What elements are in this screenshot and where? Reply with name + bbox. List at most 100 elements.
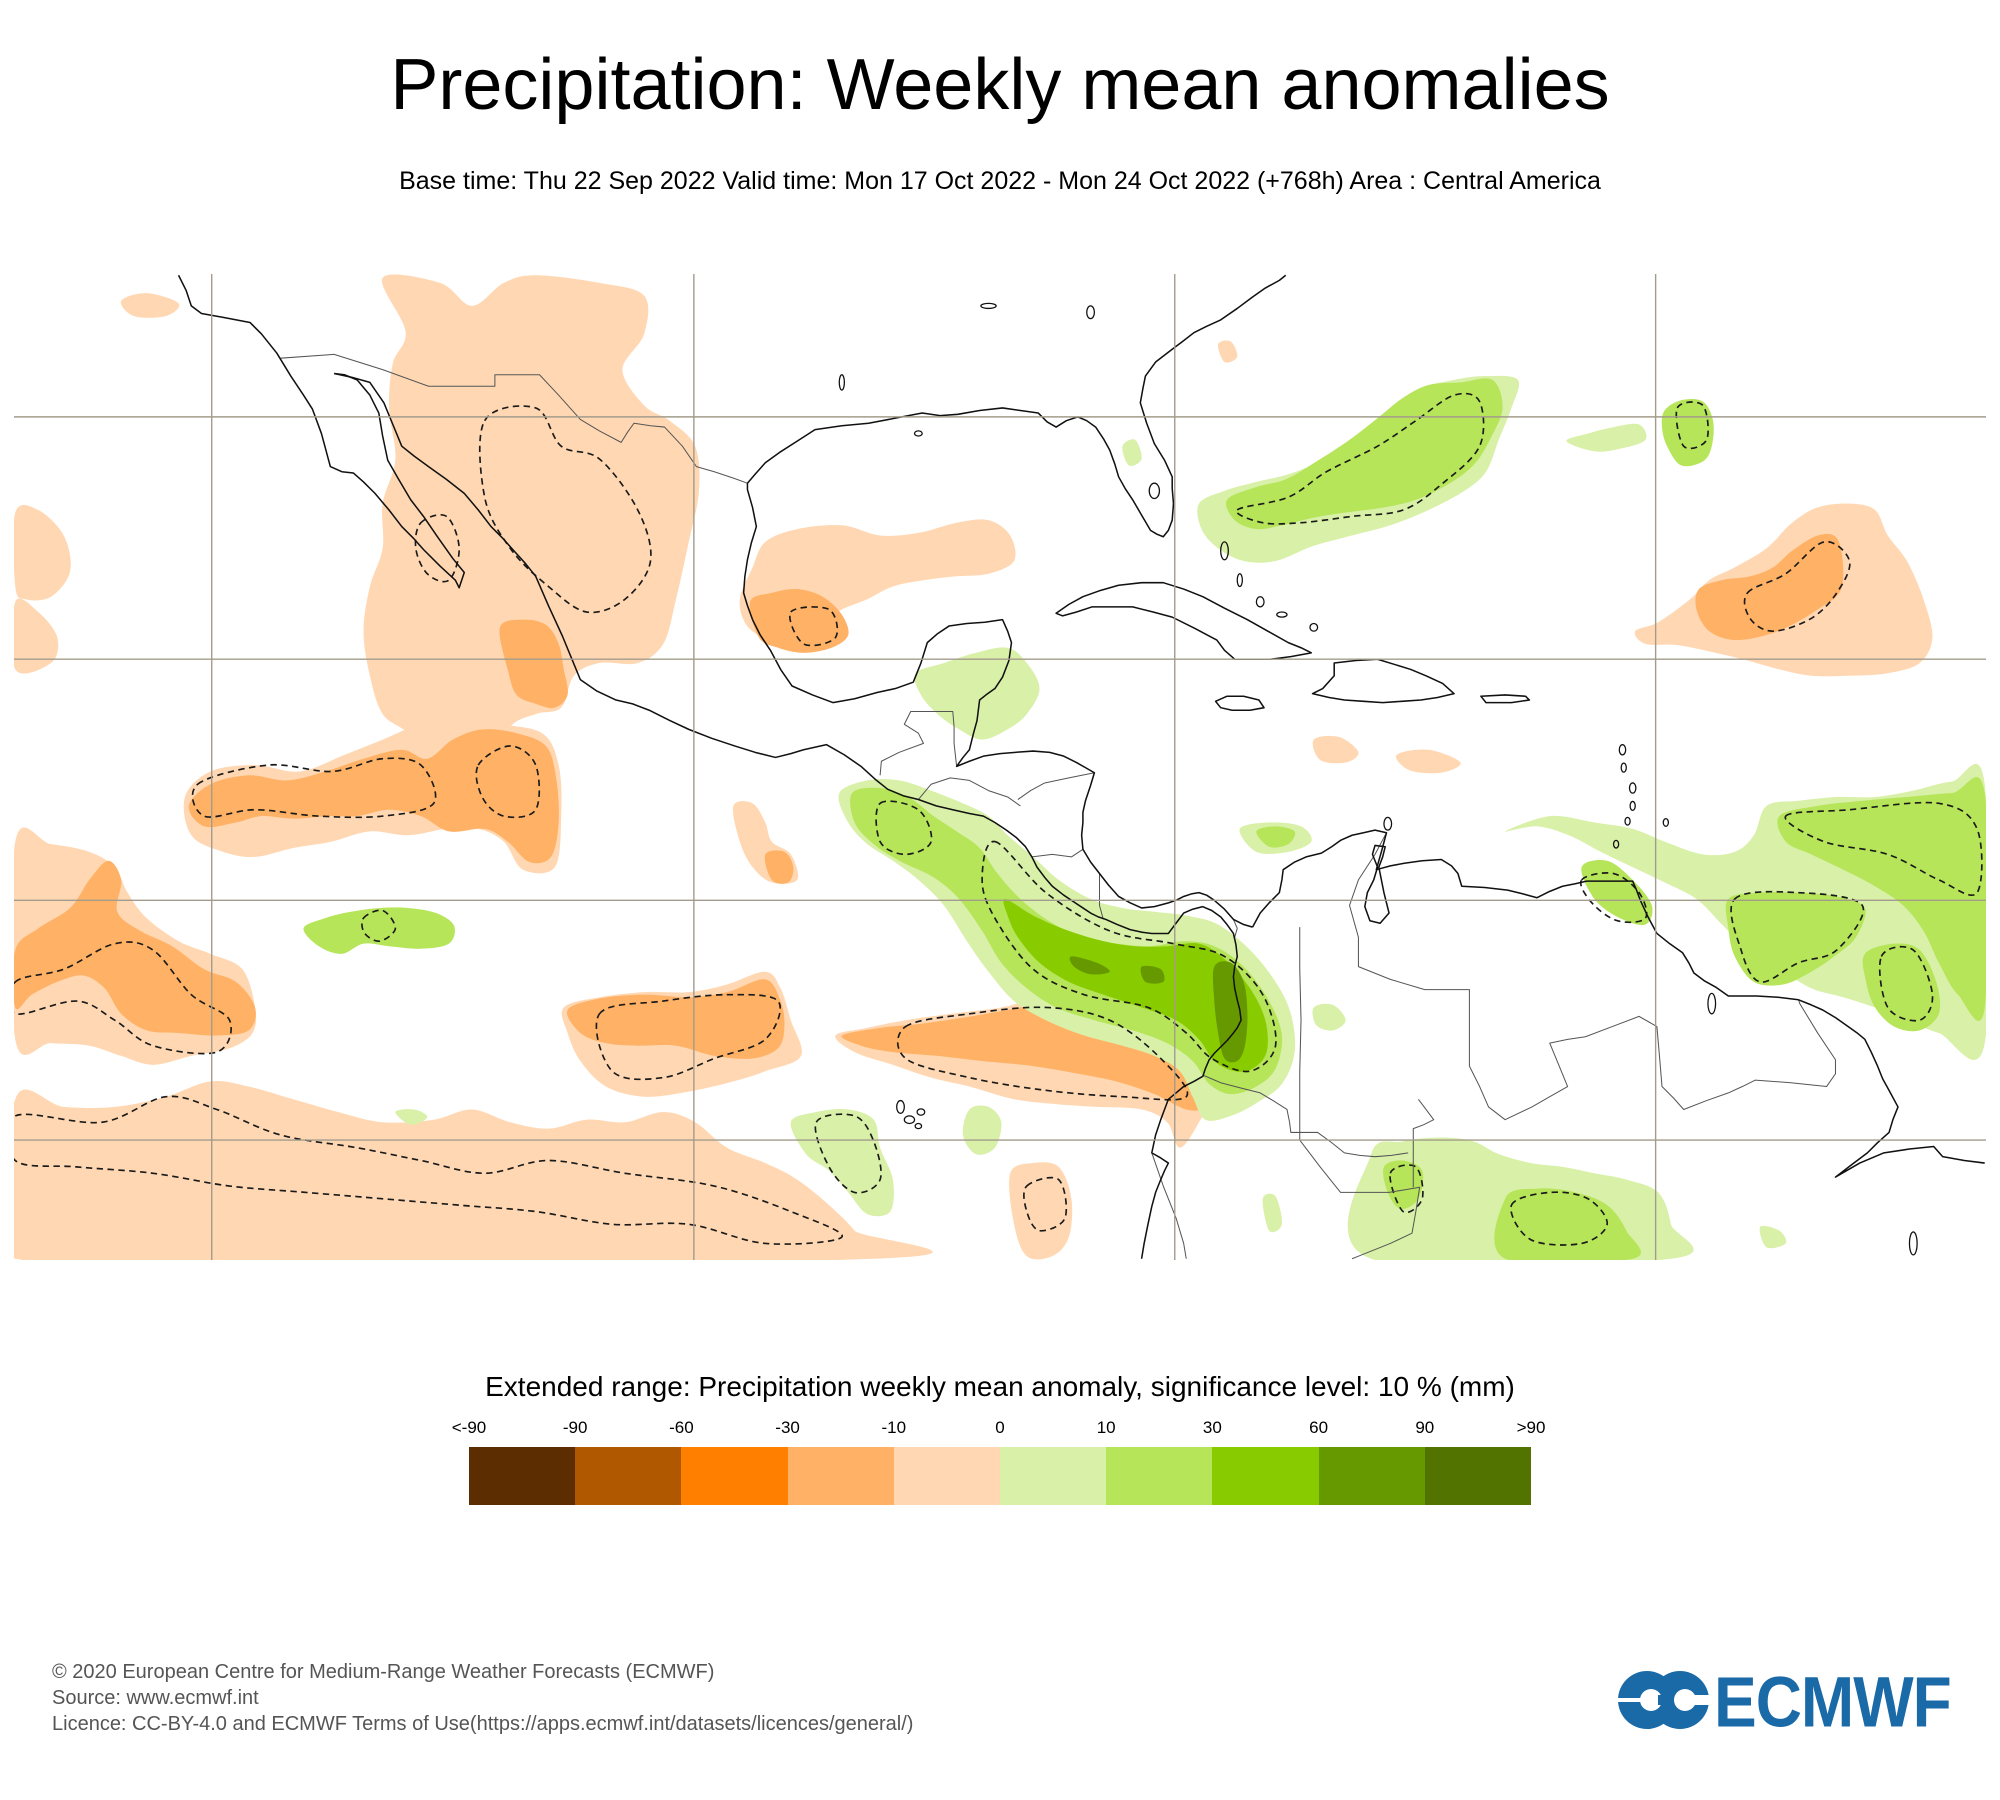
island: [1612, 839, 1620, 849]
anomaly-area: [1759, 1225, 1787, 1249]
anomaly-area: [1581, 859, 1653, 926]
anomaly-area: [790, 1109, 894, 1217]
coastline-puerto-rico: [1480, 694, 1531, 704]
island: [903, 1115, 916, 1125]
country-border: [1299, 1139, 1421, 1260]
anomaly-layer-60-to-90: [1069, 956, 1248, 1063]
anomaly-area: [1566, 423, 1647, 452]
anomaly-area: [1862, 943, 1941, 1032]
country-border: [879, 711, 958, 776]
anomaly-area: [14, 860, 256, 1036]
coastline-baja-california: [177, 274, 466, 589]
country-border: [1151, 1152, 1187, 1259]
coastline-cuba: [1055, 581, 1312, 660]
legend-tick-label: 30: [1202, 1418, 1222, 1437]
anomaly-area: [962, 1105, 1002, 1155]
legend-tick-label: <-90: [451, 1418, 487, 1437]
legend-tick-label: >90: [1516, 1418, 1546, 1437]
significance-contour: [1510, 1191, 1608, 1246]
significance-contour: [475, 745, 541, 819]
anomaly-area: [14, 1081, 933, 1260]
significance-contour: [789, 606, 839, 647]
anomaly-area: [1140, 965, 1165, 984]
island: [1383, 816, 1393, 831]
anomaly-area: [914, 647, 1040, 740]
anomaly-area: [188, 729, 559, 864]
anomaly-area: [1009, 1162, 1073, 1260]
significance-contour: [14, 941, 232, 1055]
copyright-text: © 2020 European Centre for Medium-Range …: [52, 1661, 715, 1683]
colorbar-segment: [469, 1447, 576, 1505]
significance-contour: [875, 800, 933, 856]
licence-text: Licence: CC-BY-4.0 and ECMWF Terms of Us…: [52, 1713, 914, 1735]
legend-tick-labels: <-90 -90 -60 -30 -10 0 10 30 60 90 >90: [452, 1418, 1546, 1439]
country-borders: [280, 353, 1836, 1260]
anomaly-area: [1212, 961, 1248, 1063]
country-border: [1232, 919, 1238, 938]
colorbar-segment: [1000, 1447, 1107, 1505]
anomaly-area: [1256, 826, 1296, 848]
legend-tick-label: 10: [1096, 1418, 1116, 1437]
island: [838, 374, 846, 391]
colorbar-segment: [681, 1447, 788, 1505]
legend-tick-label: -10: [881, 1418, 907, 1437]
anomaly-area: [566, 979, 785, 1059]
anomaly-area: [1725, 892, 1866, 986]
significance-contour: [814, 1113, 882, 1194]
country-border: [1202, 1074, 1409, 1158]
island: [1309, 622, 1319, 632]
island: [1086, 305, 1096, 320]
country-border: [1299, 927, 1302, 1141]
coastline-jamaica: [1214, 695, 1265, 712]
anomaly-area: [749, 588, 849, 653]
footer-credits: © 2020 European Centre for Medium-Range …: [52, 1659, 913, 1737]
legend-tick-label: -90: [562, 1418, 588, 1437]
significance-contour: [896, 1006, 1189, 1101]
significance-contour: [1878, 945, 1934, 1022]
coastline-pacific: [334, 372, 1242, 1259]
legend-tick-label: -60: [669, 1418, 694, 1437]
ecmwf-logo-text: ECMWF: [1714, 1661, 1952, 1743]
significance-contour: [14, 1095, 843, 1245]
ecmwf-logo: ECMWF: [1618, 1666, 1958, 1738]
anomaly-area: [1695, 533, 1844, 641]
legend-title: Extended range: Precipitation weekly mea…: [485, 1371, 1515, 1402]
colorbar-segment: [1424, 1447, 1532, 1505]
significance-contour: [191, 757, 437, 819]
colorbar-segment: [575, 1447, 682, 1505]
legend-tick-label: -30: [775, 1418, 800, 1437]
map-panel: [14, 274, 1986, 1260]
island: [913, 430, 923, 437]
coastline-south-america-north: [1251, 829, 1985, 1178]
anomaly-area: [1226, 378, 1503, 530]
island: [1618, 744, 1627, 756]
island: [1236, 573, 1243, 588]
anomaly-area: [1122, 439, 1142, 466]
anomaly-area: [363, 274, 700, 778]
anomaly-area: [1777, 777, 1986, 1021]
lake-okeechobee: [1148, 482, 1161, 500]
coastlines: [177, 274, 1985, 1259]
country-border: [1031, 848, 1084, 858]
legend-tick-label: 60: [1309, 1418, 1329, 1437]
anomaly-area: [14, 505, 71, 601]
island: [1276, 611, 1288, 618]
significance-contour: [1235, 392, 1485, 525]
coastline-lake-maracaibo: [1364, 844, 1390, 925]
anomaly-area: [1494, 1188, 1641, 1260]
island: [1628, 782, 1637, 794]
significance-contour: [1743, 540, 1851, 632]
anomaly-area: [764, 850, 794, 884]
anomaly-layer-30-to-60: [1003, 899, 1268, 1072]
significance-contour: [1579, 872, 1648, 924]
significance-contour: [981, 840, 1277, 1073]
anomaly-area: [1003, 899, 1268, 1072]
significance-contour: [595, 993, 782, 1081]
island: [896, 1099, 905, 1114]
country-border: [280, 353, 748, 484]
legend-tick-label: 0: [995, 1418, 1005, 1437]
colorbar-segment: [787, 1447, 894, 1505]
significance-contours: [14, 392, 1983, 1246]
anomaly-area: [1396, 749, 1461, 774]
legend-tick-label: 90: [1415, 1418, 1435, 1437]
